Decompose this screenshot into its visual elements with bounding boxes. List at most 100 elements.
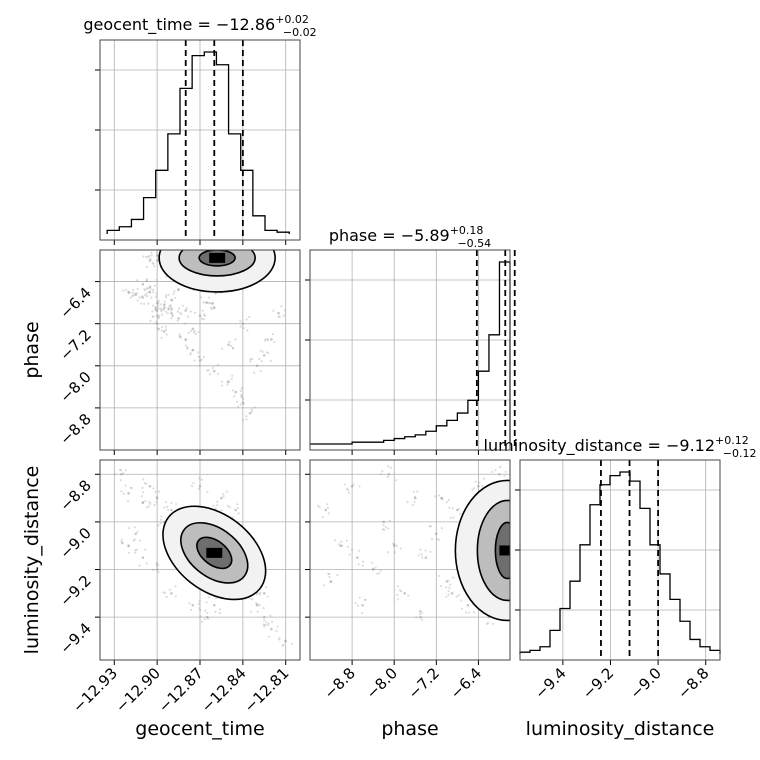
ylabel-luminosity-distance: luminosity_distance (21, 466, 43, 655)
sample-point (327, 572, 330, 575)
sample-point (119, 468, 122, 471)
sample-point (200, 358, 203, 361)
sample-point (227, 343, 230, 347)
sample-point (190, 484, 194, 488)
sample-point (472, 487, 476, 490)
sample-point (419, 615, 422, 619)
sample-point (364, 598, 367, 602)
sample-point (258, 357, 261, 360)
tick-label-y: −6.4 (56, 284, 94, 322)
sample-point (192, 481, 195, 485)
sample-point (281, 644, 284, 648)
sample-point (403, 592, 407, 595)
sample-point (120, 472, 123, 476)
sample-point (156, 326, 159, 330)
sample-point (237, 512, 240, 515)
sample-point (157, 328, 161, 331)
sample-point (155, 259, 159, 262)
sample-point (459, 512, 462, 515)
tick-label-x: −12.84 (198, 664, 250, 716)
sample-point (199, 608, 202, 612)
sample-point (245, 418, 248, 421)
sample-point (154, 490, 157, 493)
sample-point (456, 508, 459, 512)
sample-point (160, 248, 162, 250)
sample-point (145, 482, 148, 486)
sample-point (261, 350, 264, 353)
sample-point (491, 622, 495, 626)
sample-point (140, 302, 143, 305)
sample-point (167, 306, 170, 310)
sample-point (171, 299, 174, 302)
sample-point (447, 579, 450, 583)
sample-point (209, 373, 212, 376)
sample-point (155, 496, 159, 500)
sample-point (114, 473, 117, 476)
sample-point (192, 331, 196, 334)
sample-point (263, 625, 266, 628)
sample-point (155, 320, 158, 323)
sample-point (212, 603, 216, 607)
sample-point (199, 615, 202, 618)
sample-point (163, 300, 166, 303)
sample-point (418, 610, 422, 613)
sample-point (170, 508, 173, 512)
sample-point (485, 622, 489, 626)
sample-point (239, 403, 242, 406)
sample-point (185, 307, 188, 310)
sample-point (211, 301, 214, 305)
sample-point (250, 408, 253, 411)
sample-point (447, 498, 451, 501)
sample-point (255, 602, 258, 605)
sample-point (211, 303, 214, 306)
sample-point (236, 503, 239, 506)
sample-point (263, 619, 266, 622)
sample-point (471, 488, 474, 491)
sample-point (498, 472, 501, 476)
tick-label-y: −7.2 (56, 326, 94, 364)
sample-point (387, 465, 390, 468)
sample-point (158, 314, 161, 317)
sample-point (396, 585, 400, 588)
sample-point (167, 293, 170, 296)
sample-point (119, 469, 122, 472)
sample-point (396, 593, 399, 597)
sample-point (220, 380, 224, 383)
sample-point (159, 307, 162, 310)
tick-label-y: −8.0 (56, 368, 94, 406)
sample-point (236, 506, 239, 510)
sample-point (220, 496, 223, 500)
sample-point (202, 317, 205, 321)
sample-point (145, 292, 148, 295)
sample-point (503, 475, 506, 478)
sample-point (230, 377, 233, 381)
sample-point (460, 607, 464, 610)
sample-point (140, 494, 144, 498)
sample-point (253, 406, 256, 409)
sample-point (197, 330, 200, 334)
sample-point (275, 629, 278, 632)
sample-point (218, 608, 221, 611)
sample-point (143, 287, 146, 290)
sample-point (411, 503, 414, 507)
sample-point (371, 568, 375, 571)
sample-point (412, 490, 415, 493)
sample-point (145, 255, 148, 259)
tick-label-y: −8.8 (56, 476, 94, 514)
sample-point (142, 255, 145, 258)
sample-point (121, 541, 125, 545)
sample-point (280, 305, 283, 308)
sample-point (162, 591, 165, 594)
sample-point (129, 296, 132, 299)
sample-point (413, 496, 417, 500)
sample-point (270, 620, 274, 623)
sample-point (211, 301, 214, 305)
sample-point (232, 347, 235, 350)
sample-point (393, 543, 396, 546)
sample-point (187, 331, 190, 335)
sample-point (141, 486, 144, 489)
sample-point (191, 603, 195, 607)
panel-frame (99, 459, 301, 661)
sample-point (399, 547, 402, 550)
sample-point (204, 609, 207, 612)
